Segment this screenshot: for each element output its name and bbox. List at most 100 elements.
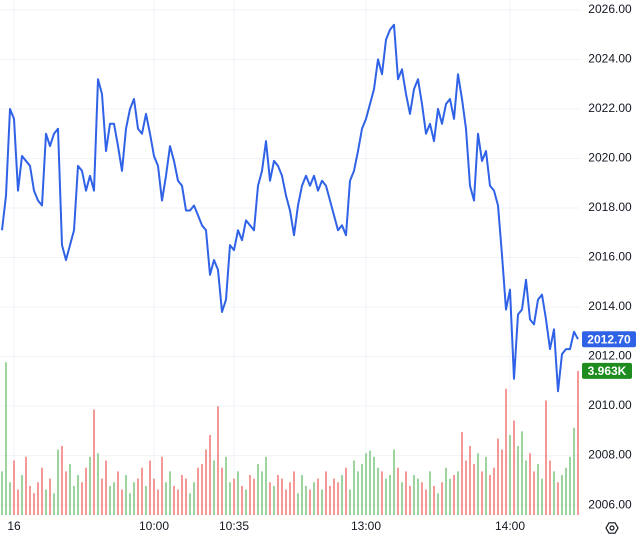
volume-bar	[445, 467, 447, 515]
axes: 2006.00 2008.00 2010.00 2012.00 2014.00 2016.…	[7, 2, 636, 533]
volume-bar	[229, 482, 231, 515]
volume-bar	[5, 362, 7, 515]
x-tick-label: 10:35	[219, 519, 249, 533]
volume-bar	[401, 482, 403, 515]
volume-bar	[113, 482, 115, 515]
volume-bar	[1, 471, 3, 515]
volume-bar	[309, 489, 311, 515]
volume-bar	[317, 478, 319, 515]
volume-bar	[345, 467, 347, 515]
price-line	[1, 23, 579, 393]
y-tick-label: 2018.00	[588, 200, 632, 214]
volume-bar	[245, 489, 247, 515]
volume-bar	[241, 485, 243, 515]
volume-bar	[169, 471, 171, 515]
volume-bar	[273, 485, 275, 515]
volume-bar	[81, 482, 83, 515]
y-tick-label: 2006.00	[588, 497, 632, 511]
volume-bar	[85, 467, 87, 515]
volume-bar	[89, 456, 91, 515]
volume-bar	[237, 471, 239, 515]
volume-bar	[65, 471, 67, 515]
grid	[0, 0, 580, 515]
y-tick-label: 2024.00	[588, 52, 632, 66]
settings-icon	[605, 522, 619, 534]
volume-bar	[561, 475, 563, 515]
y-tick-label: 2020.00	[588, 151, 632, 165]
volume-bar	[153, 478, 155, 515]
volume-bar	[577, 370, 579, 515]
volume-bar	[201, 464, 203, 515]
volume-bar	[293, 471, 295, 515]
volume-bar	[321, 489, 323, 515]
y-tick-label: 2008.00	[588, 448, 632, 462]
volume-bar	[481, 471, 483, 515]
volume-bar	[205, 449, 207, 515]
volume-bar	[341, 475, 343, 515]
volume-bar	[377, 467, 379, 515]
volume-bar	[457, 471, 459, 515]
volume-bar	[193, 482, 195, 515]
y-tick-label: 2012.00	[588, 349, 632, 363]
volume-bar	[9, 482, 11, 515]
volume-bar	[453, 475, 455, 515]
volume-bar	[493, 467, 495, 515]
volume-bar	[109, 485, 111, 515]
volume-bar	[21, 475, 23, 515]
volume-bar	[165, 482, 167, 515]
volume-bar	[525, 460, 527, 515]
volume-bar	[209, 435, 211, 515]
volume-bar	[301, 475, 303, 515]
volume-bar	[13, 460, 15, 515]
volume-bar	[449, 478, 451, 515]
volume-bar	[337, 482, 339, 515]
volume-bar	[213, 460, 215, 515]
volume-bar	[353, 460, 355, 515]
volume-bar	[133, 482, 135, 515]
volume-bar	[145, 485, 147, 515]
volume-bar	[529, 453, 531, 515]
volume-bar	[365, 453, 367, 515]
volume-bar	[197, 467, 199, 515]
volume-bar	[469, 445, 471, 515]
volume-bar	[141, 467, 143, 515]
volume-bar	[285, 489, 287, 515]
volume-bar	[477, 453, 479, 515]
volume-bar	[17, 489, 19, 515]
volume-bar	[181, 475, 183, 515]
volume-bar	[313, 482, 315, 515]
volume-bar	[485, 456, 487, 515]
volume-bar	[161, 456, 163, 515]
volume-bar	[441, 482, 443, 515]
volume-bar	[329, 485, 331, 515]
volume-bars	[1, 362, 579, 515]
x-tick-label: 14:00	[495, 519, 525, 533]
volume-bar	[189, 493, 191, 515]
volume-bar	[69, 464, 71, 515]
volume-bar	[281, 478, 283, 515]
volume-bar	[509, 435, 511, 515]
volume-bar	[437, 493, 439, 515]
volume-bar	[405, 471, 407, 515]
volume-bar	[225, 456, 227, 515]
volume-bar	[505, 388, 507, 515]
settings-button[interactable]	[605, 522, 619, 534]
volume-bar	[569, 456, 571, 515]
volume-bar	[53, 493, 55, 515]
x-tick-label: 16	[7, 519, 21, 533]
volume-bar	[417, 478, 419, 515]
volume-bar	[397, 467, 399, 515]
x-tick-label: 10:00	[139, 519, 169, 533]
volume-bar	[249, 475, 251, 515]
volume-bar	[173, 485, 175, 515]
volume-bar	[37, 482, 39, 515]
volume-bar	[325, 471, 327, 515]
volume-bar	[33, 493, 35, 515]
volume-bar	[421, 482, 423, 515]
volume-bar	[149, 460, 151, 515]
volume-bar	[121, 489, 123, 515]
volume-bar	[357, 471, 359, 515]
volume-bar	[373, 456, 375, 515]
volume-bar	[73, 485, 75, 515]
last-price-label: 2012.70	[587, 332, 631, 346]
